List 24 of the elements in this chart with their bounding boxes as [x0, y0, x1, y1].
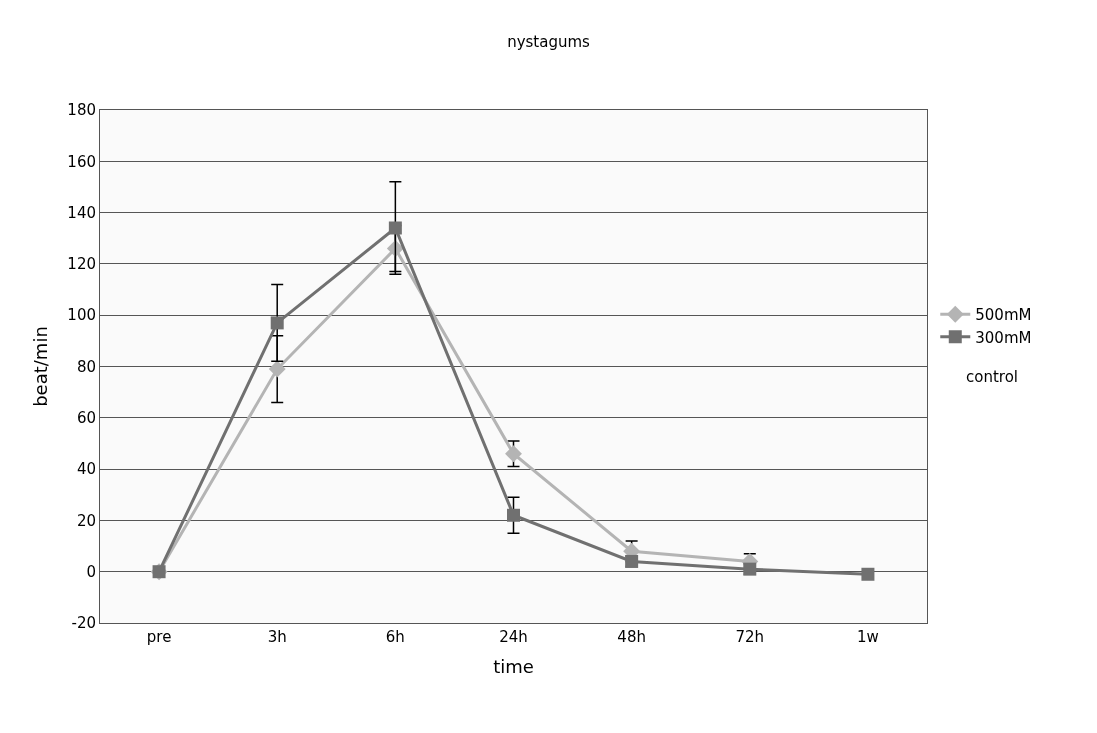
x-axis-title: time: [493, 656, 534, 678]
x-tick-label: 72h: [735, 628, 765, 646]
x-tick-label: 6h: [385, 628, 405, 646]
legend-label: 500mM: [975, 306, 1032, 325]
y-axis-title: beat/min: [29, 326, 51, 407]
x-tick-label: 3h: [267, 628, 287, 646]
y-tick-label: 60: [76, 409, 96, 428]
y-tick-label: 180: [67, 101, 96, 120]
text: control: [966, 368, 1018, 386]
legend-label: 300mM: [975, 328, 1032, 347]
y-tick-label: 80: [76, 357, 96, 376]
y-tick-label: 120: [67, 255, 96, 274]
x-tick-label: 48h: [617, 628, 646, 646]
x-tick-label: 24h: [499, 628, 528, 646]
y-tick-label: 140: [67, 203, 96, 222]
y-tick-label: 40: [76, 460, 96, 479]
y-tick-label: 100: [67, 306, 96, 325]
y-tick-label: 20: [76, 511, 96, 530]
y-tick-label: 0: [86, 562, 96, 581]
x-tick-label: pre: [146, 628, 172, 646]
chart-title: nystagums: [507, 33, 591, 52]
y-tick-label: -20: [71, 614, 96, 633]
x-tick-label: 1w: [857, 628, 879, 646]
y-tick-label: 160: [67, 152, 96, 171]
